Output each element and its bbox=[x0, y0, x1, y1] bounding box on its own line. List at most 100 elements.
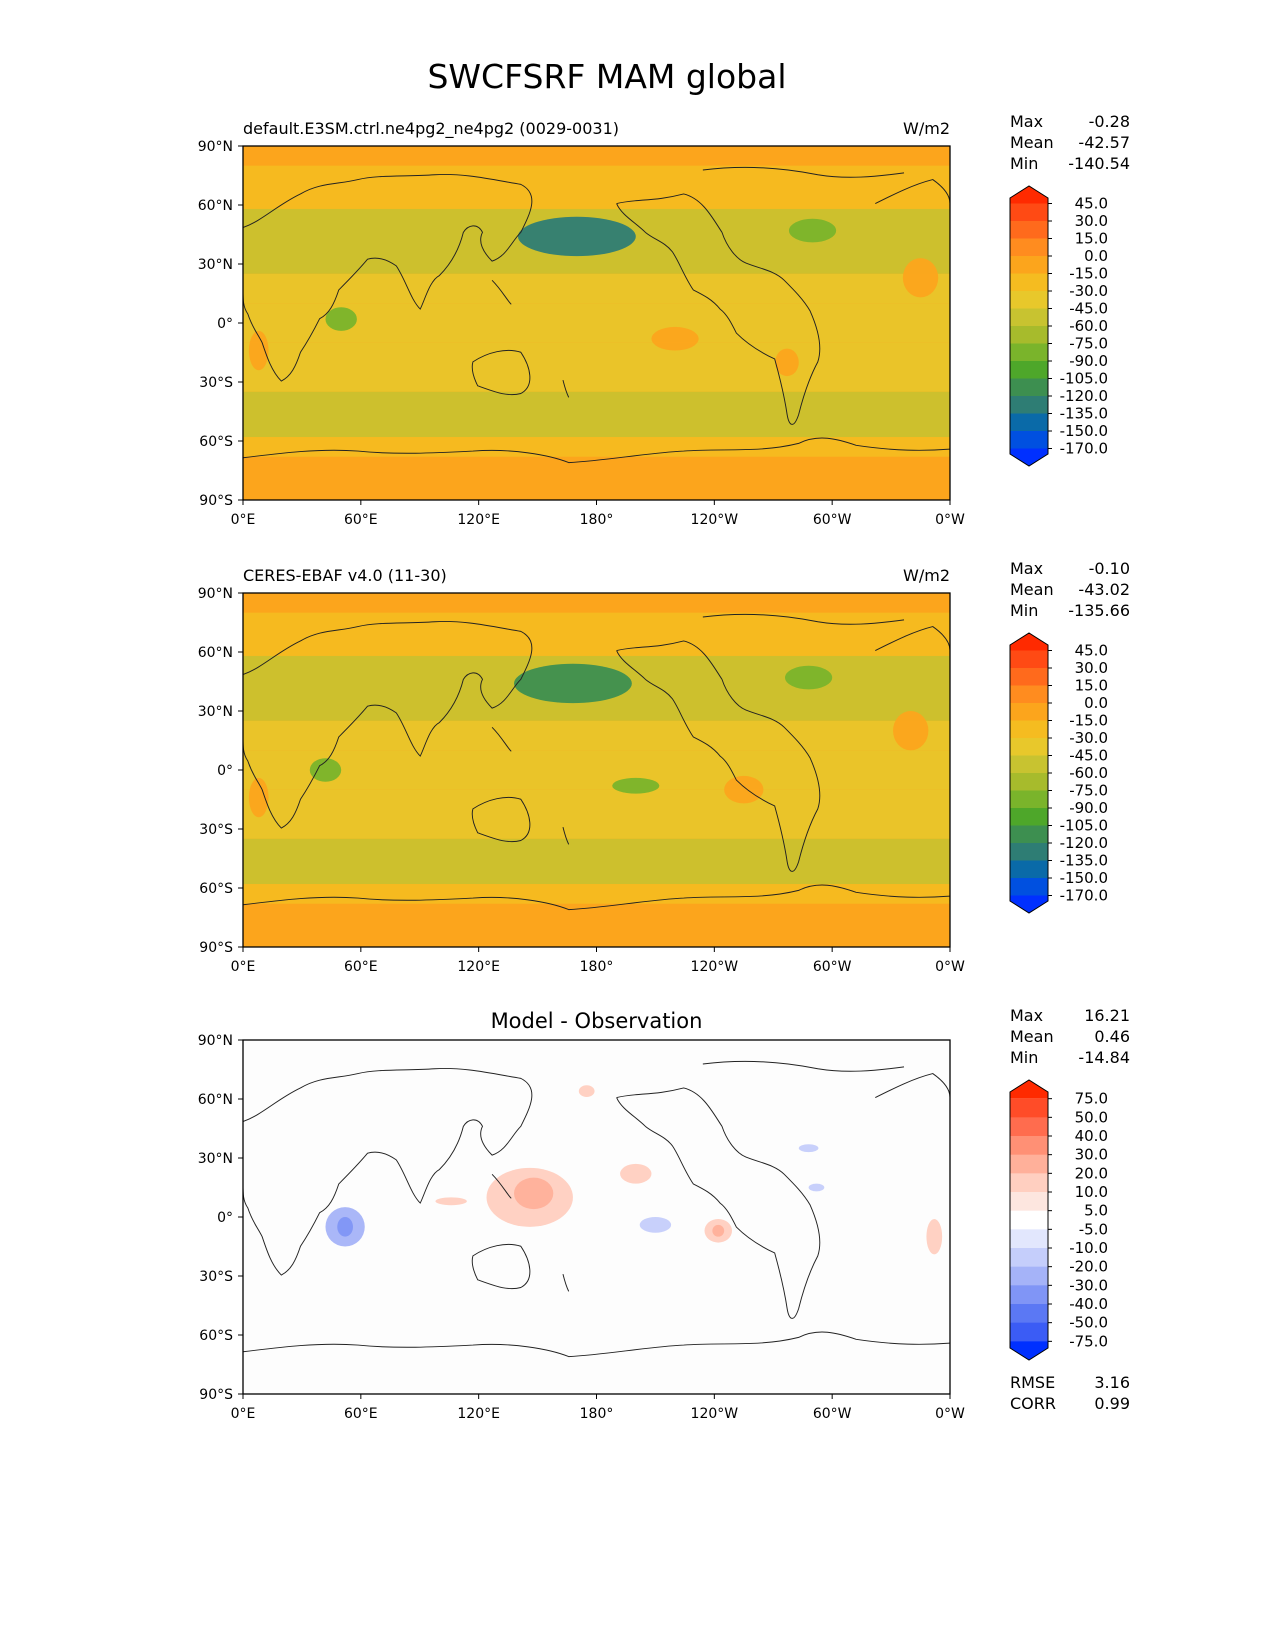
field-blob bbox=[893, 711, 929, 751]
colorbar-cell bbox=[1010, 1248, 1048, 1268]
lon-tick-label: 60°E bbox=[344, 959, 378, 975]
colorbar-tick-label: 30.0 bbox=[1075, 1146, 1108, 1164]
stat-value: -43.02 bbox=[1078, 580, 1130, 599]
field-blob bbox=[514, 1177, 554, 1210]
stat-value: 0.46 bbox=[1094, 1027, 1130, 1046]
lat-tick-label: 30°N bbox=[198, 704, 233, 720]
colorbar-cell bbox=[1010, 1080, 1048, 1099]
colorbar-tick-label: 75.0 bbox=[1075, 1090, 1108, 1108]
lat-tick-label: 60°S bbox=[199, 434, 233, 450]
lon-tick-label: 180° bbox=[580, 1406, 614, 1422]
field-blob bbox=[620, 1163, 652, 1184]
colorbar-cell bbox=[1010, 720, 1048, 739]
colorbar-tick-label: -45.0 bbox=[1069, 300, 1108, 318]
field-blob bbox=[578, 1085, 595, 1098]
lat-tick-label: 90°N bbox=[198, 1033, 233, 1049]
stat-value: 3.16 bbox=[1094, 1373, 1130, 1392]
stat-label: Mean bbox=[1010, 1027, 1054, 1046]
field-band bbox=[243, 720, 950, 751]
colorbar-cell bbox=[1010, 203, 1048, 222]
colorbar-cell bbox=[1010, 808, 1048, 826]
stat-label: RMSE bbox=[1010, 1373, 1055, 1392]
stat-label: Max bbox=[1010, 112, 1043, 131]
stat-value: 16.21 bbox=[1084, 1006, 1130, 1025]
colorbar-cell bbox=[1010, 343, 1048, 362]
lon-tick-label: 120°E bbox=[457, 1406, 500, 1422]
colorbar-tick-label: -50.0 bbox=[1069, 1314, 1108, 1332]
lon-tick-label: 120°W bbox=[691, 959, 739, 975]
colorbar-cell bbox=[1010, 650, 1048, 669]
panel-title: CERES-EBAF v4.0 (11-30) bbox=[243, 566, 447, 585]
colorbar-cell bbox=[1010, 1117, 1048, 1137]
colorbar-tick-label: 40.0 bbox=[1075, 1127, 1108, 1145]
colorbar-cell bbox=[1010, 1304, 1048, 1324]
stat-label: Min bbox=[1010, 1048, 1038, 1067]
colorbar-cell bbox=[1010, 1229, 1048, 1249]
field-blob bbox=[514, 663, 632, 704]
lon-tick-label: 60°E bbox=[344, 1406, 378, 1422]
panel-title: Model - Observation bbox=[491, 1009, 703, 1033]
colorbar-cell bbox=[1010, 755, 1048, 774]
lat-tick-label: 30°S bbox=[199, 822, 233, 838]
lon-tick-label: 60°E bbox=[344, 512, 378, 528]
lon-tick-label: 180° bbox=[580, 512, 614, 528]
colorbar-cell bbox=[1010, 221, 1048, 239]
colorbar-cell bbox=[1010, 256, 1048, 274]
colorbar-tick-label: 50.0 bbox=[1075, 1108, 1108, 1126]
map-field bbox=[243, 1040, 951, 1394]
stat-label: Mean bbox=[1010, 133, 1054, 152]
field-band bbox=[243, 165, 950, 209]
lat-tick-label: 0° bbox=[217, 316, 233, 332]
field-band bbox=[243, 303, 950, 343]
colorbar-outline bbox=[1009, 632, 1049, 914]
lat-tick-label: 30°S bbox=[199, 375, 233, 391]
colorbar-cell bbox=[1010, 1173, 1048, 1193]
field-blob bbox=[612, 777, 660, 794]
colorbar-cell bbox=[1010, 1285, 1048, 1305]
lon-tick-label: 0°E bbox=[231, 959, 256, 975]
colorbar-tick-label: -5.0 bbox=[1079, 1220, 1108, 1238]
field-blob bbox=[325, 307, 357, 331]
colorbar-outline bbox=[1009, 1079, 1049, 1361]
field-blob bbox=[712, 1224, 725, 1237]
page-title: SWCFSRF MAM global bbox=[427, 57, 786, 96]
colorbar-cell bbox=[1010, 1154, 1048, 1174]
colorbar-cell bbox=[1010, 685, 1048, 704]
colorbar-tick-label: -30.0 bbox=[1069, 1276, 1108, 1294]
stat-label: Mean bbox=[1010, 580, 1054, 599]
stat-value: -0.28 bbox=[1089, 112, 1130, 131]
field-blob bbox=[248, 330, 269, 371]
colorbar-tick-label: -10.0 bbox=[1069, 1239, 1108, 1257]
lon-tick-label: 0°E bbox=[231, 1406, 256, 1422]
field-blob bbox=[788, 218, 837, 243]
colorbar-tick-label: -120.0 bbox=[1060, 834, 1108, 852]
colorbar-tick-label: -120.0 bbox=[1060, 387, 1108, 405]
colorbar-cell bbox=[1010, 773, 1048, 791]
panel-3: 90°N 60°N 30°N 0° 30°S 60°S 90°S 0°E 60°E 120°E 18… bbox=[198, 1006, 1130, 1422]
map-field bbox=[243, 593, 951, 947]
colorbar-cell bbox=[1010, 413, 1048, 432]
lon-tick-label: 60°W bbox=[813, 959, 852, 975]
lat-tick-label: 60°S bbox=[199, 881, 233, 897]
lat-tick-label: 60°N bbox=[198, 198, 233, 214]
colorbar-cell bbox=[1010, 238, 1048, 257]
field-blob bbox=[248, 777, 269, 818]
colorbar-cell bbox=[1010, 633, 1048, 651]
stat-value: -135.66 bbox=[1068, 601, 1130, 620]
lat-tick-label: 90°N bbox=[198, 139, 233, 155]
colorbar-tick-label: 15.0 bbox=[1075, 230, 1108, 248]
colorbar-cell bbox=[1010, 326, 1048, 344]
colorbar-tick-label: -60.0 bbox=[1069, 764, 1108, 782]
stat-label: Max bbox=[1010, 1006, 1043, 1025]
stat-value: -42.57 bbox=[1078, 133, 1130, 152]
colorbar-cell bbox=[1010, 1266, 1048, 1286]
colorbar-tick-label: 30.0 bbox=[1075, 212, 1108, 230]
lon-tick-label: 120°E bbox=[457, 512, 500, 528]
colorbar-tick-label: 20.0 bbox=[1075, 1164, 1108, 1182]
colorbar-tick-label: 15.0 bbox=[1075, 677, 1108, 695]
field-blob bbox=[902, 258, 939, 298]
stat-label: Min bbox=[1010, 601, 1038, 620]
stat-label: Min bbox=[1010, 154, 1038, 173]
colorbar-tick-label: -75.0 bbox=[1069, 1332, 1108, 1350]
